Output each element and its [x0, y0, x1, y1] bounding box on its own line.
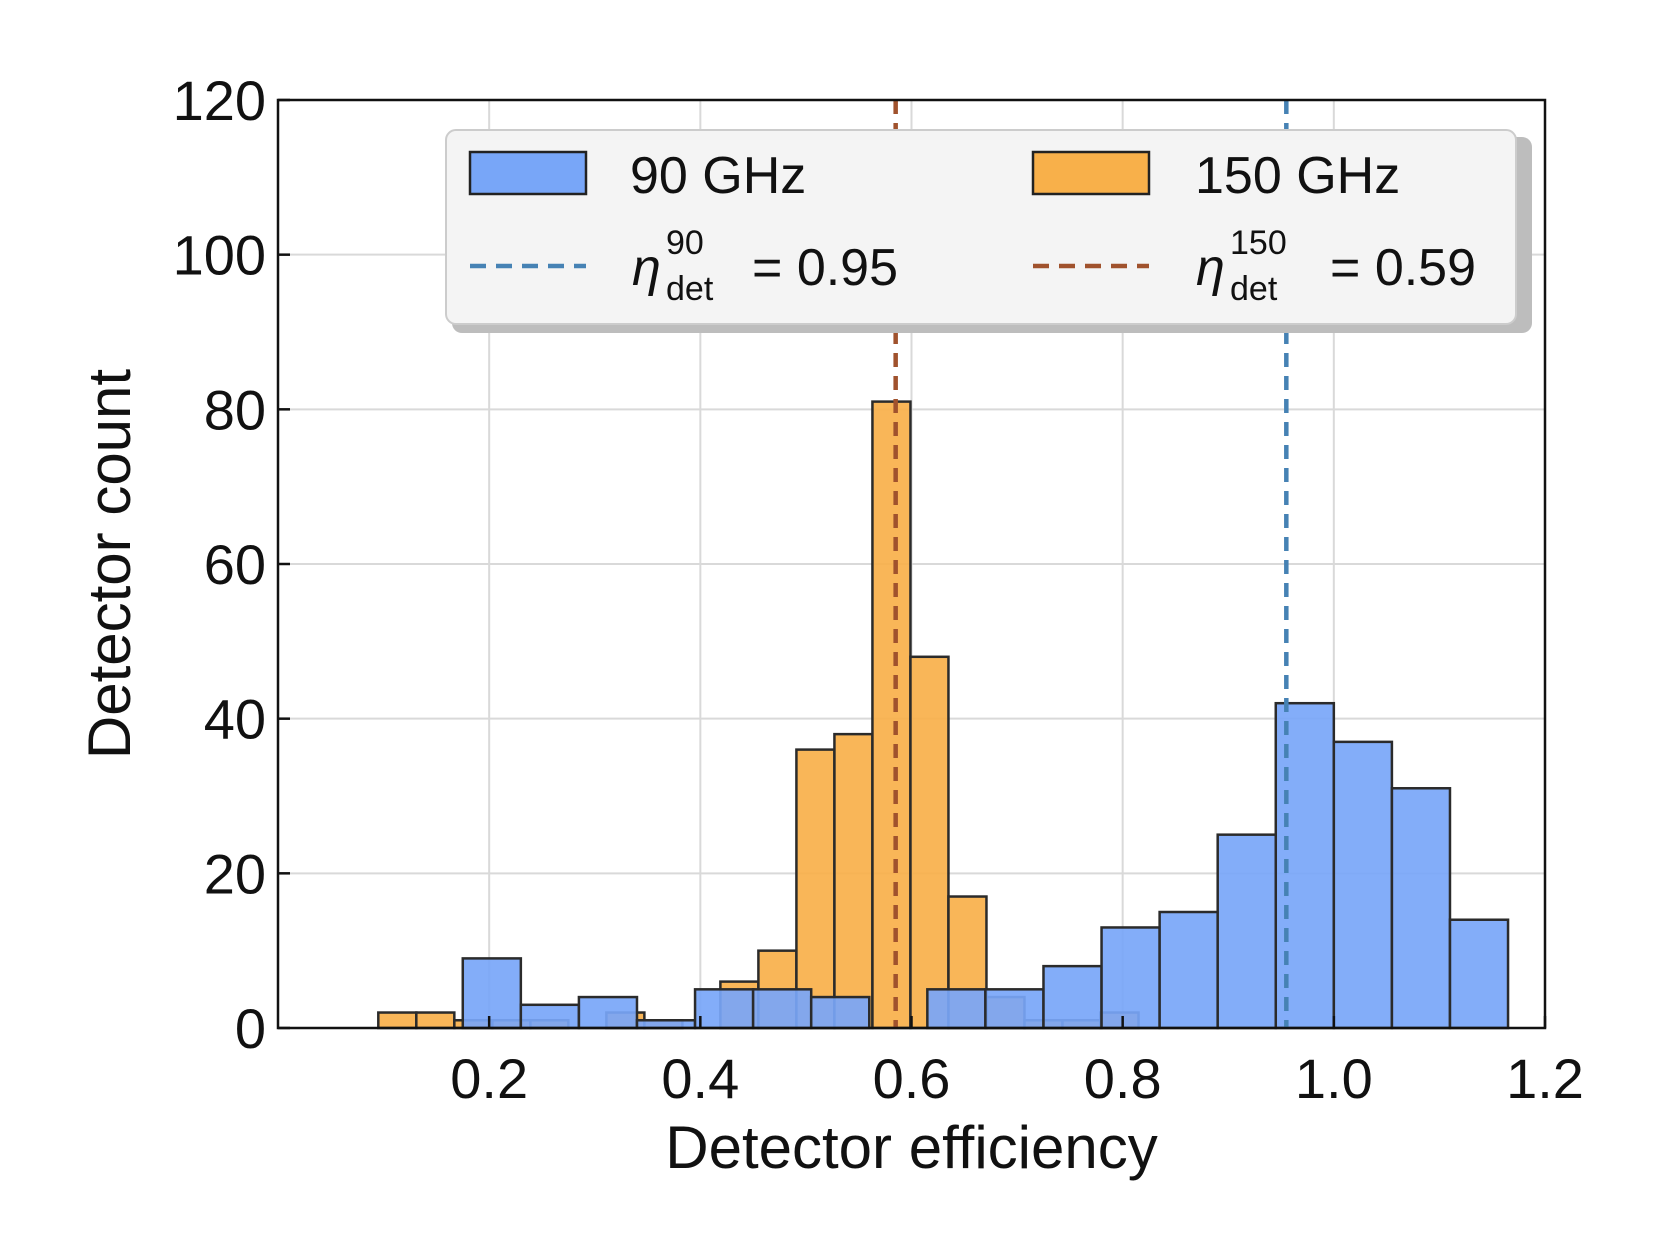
y-tick-label-3: 60	[204, 533, 266, 596]
x-tick-label-0: 0.2	[450, 1047, 528, 1110]
y-tick-label-0: 0	[235, 997, 266, 1060]
legend-label-90ghz: 90 GHz	[630, 147, 806, 205]
y-tick-label-4: 80	[204, 378, 266, 441]
y-axis-label: Detector count	[76, 369, 143, 760]
y-tick-label-2: 40	[204, 688, 266, 751]
x-tick-label-3: 0.8	[1084, 1047, 1162, 1110]
svg-text:det: det	[666, 270, 714, 308]
legend-label-eta-150: η 150 det = 0.59	[1196, 224, 1476, 308]
bar-90ghz-10	[1042, 964, 1103, 1030]
bar-150ghz-14	[909, 655, 950, 1030]
legend-label-150ghz: 150 GHz	[1195, 147, 1400, 205]
legend-label-eta-90: η 90 det = 0.95	[632, 224, 898, 308]
svg-text:η: η	[1196, 239, 1225, 297]
bar-90ghz-2	[577, 995, 639, 1030]
svg-text:= 0.59: = 0.59	[1330, 239, 1476, 297]
bar-90ghz-6	[809, 995, 871, 1030]
svg-text:= 0.95: = 0.95	[752, 239, 898, 297]
bar-90ghz-13	[1216, 833, 1278, 1030]
bar-150ghz-11	[795, 748, 836, 1030]
bar-90ghz-9	[984, 988, 1045, 1030]
x-tick-label-4: 1.0	[1295, 1047, 1373, 1110]
bar-90ghz-8	[926, 988, 987, 1030]
bar-90ghz-0	[461, 957, 523, 1030]
svg-text:det: det	[1230, 270, 1278, 308]
bar-90ghz-11	[1100, 926, 1161, 1030]
bar-90ghz-15	[1332, 740, 1394, 1030]
bar-150ghz-1	[415, 1011, 456, 1030]
svg-text:90: 90	[666, 224, 704, 262]
reference-lines	[893, 100, 1289, 1028]
y-tick-label-6: 120	[173, 69, 266, 132]
legend: 90 GHz 150 GHz η 90 det = 0.95 η 150 det…	[445, 129, 1532, 333]
bar-90ghz-12	[1158, 910, 1219, 1030]
bar-90ghz-16	[1390, 787, 1452, 1030]
legend-swatch-90ghz	[468, 150, 588, 196]
axis-ticks: 0.2 0.4 0.6 0.8 1.0 1.2 0 20 40 60 80 100 120	[173, 69, 1584, 1110]
bar-150ghz-12	[833, 732, 874, 1030]
svg-text:150: 150	[1230, 224, 1287, 262]
y-tick-label-5: 100	[173, 224, 266, 287]
bar-90ghz-17	[1448, 918, 1510, 1030]
x-axis-label: Detector efficiency	[665, 1114, 1157, 1181]
x-tick-label-5: 1.2	[1506, 1047, 1584, 1110]
bar-150ghz-0	[377, 1011, 418, 1030]
svg-text:η: η	[632, 239, 661, 297]
bar-90ghz-5	[751, 988, 813, 1030]
bar-90ghz-4	[693, 988, 755, 1030]
bar-90ghz-1	[519, 1003, 581, 1030]
legend-swatch-150ghz	[1031, 150, 1151, 196]
y-tick-label-1: 20	[204, 842, 266, 905]
x-tick-label-1: 0.4	[661, 1047, 739, 1110]
bar-150ghz-13	[871, 400, 912, 1030]
x-tick-label-2: 0.6	[873, 1047, 951, 1110]
